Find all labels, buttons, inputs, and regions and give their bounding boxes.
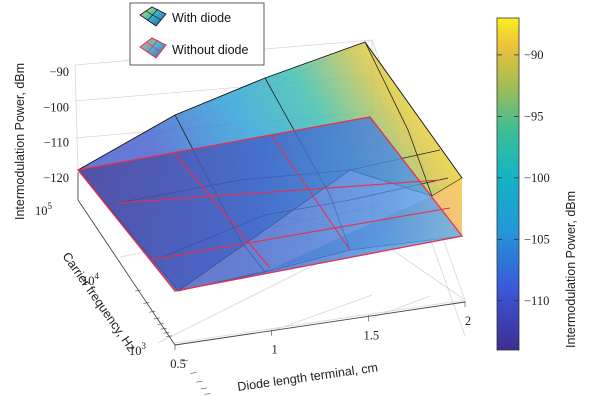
colorbar-tick-label: −90 bbox=[524, 48, 544, 62]
colorbar-label: Intermodulation Power, dBm bbox=[564, 191, 578, 348]
y-minor-tick bbox=[149, 310, 156, 313]
y-tick-exponent: 4 bbox=[95, 271, 100, 281]
colorbar-tick-label: −95 bbox=[524, 109, 544, 123]
y-minor-tick bbox=[135, 289, 142, 292]
z-axis-ticks: −120 −110 −100 −90 bbox=[43, 65, 69, 185]
y-minor-tick bbox=[182, 359, 189, 362]
surface-without-diode bbox=[76, 116, 464, 292]
x-axis-label: Diode length terminal, cm bbox=[236, 360, 378, 394]
y-minor-tick bbox=[204, 393, 211, 395]
x-axis-ticks: 0.5 1 1.5 2 bbox=[170, 301, 471, 371]
legend-item-with-diode: With diode bbox=[139, 6, 231, 27]
y-minor-tick bbox=[196, 380, 203, 383]
y-axis-label: Carrier frequency, Hz bbox=[60, 250, 139, 355]
colorbar: −110 −105 −100 −95 −90 Intermodulation Power… bbox=[496, 17, 578, 351]
z-axis-label: Intermodulation Power, dBm bbox=[13, 63, 27, 220]
y-tick-label: 105 bbox=[35, 201, 53, 218]
y-minor-tick bbox=[143, 302, 150, 304]
colorbar-tick-label: −100 bbox=[524, 171, 550, 185]
x-tick-label: 1 bbox=[272, 343, 278, 357]
y-tick-exponent: 3 bbox=[142, 341, 147, 351]
z-tick-label: −90 bbox=[49, 65, 69, 79]
y-minor-tick bbox=[157, 323, 164, 325]
legend-item-without-diode: Without diode bbox=[139, 37, 248, 59]
colorbar-tick-label: −110 bbox=[524, 294, 549, 308]
z-tick-label: −100 bbox=[43, 100, 69, 114]
legend-label-without-diode: Without diode bbox=[172, 43, 248, 57]
axes bbox=[77, 172, 466, 346]
y-minor-tick bbox=[200, 387, 207, 390]
grid-front bbox=[174, 294, 466, 344]
x-tick-label: 0.5 bbox=[170, 357, 186, 371]
z-tick-label: −120 bbox=[43, 171, 69, 185]
x-tick-label: 2 bbox=[465, 314, 471, 328]
legend: With diode Without diode bbox=[129, 2, 265, 66]
colorbar-tick-label: −105 bbox=[524, 232, 550, 246]
y-minor-tick bbox=[160, 327, 167, 330]
y-minor-tick bbox=[165, 335, 172, 338]
x-tick-label: 1.5 bbox=[364, 328, 380, 342]
y-minor-tick bbox=[190, 372, 197, 374]
z-tick-label: −110 bbox=[44, 136, 69, 150]
legend-label-with-diode: With diode bbox=[172, 11, 231, 25]
y-tick-exponent: 5 bbox=[48, 201, 53, 211]
y-minor-tick bbox=[153, 317, 160, 320]
y-minor-tick bbox=[163, 331, 170, 334]
